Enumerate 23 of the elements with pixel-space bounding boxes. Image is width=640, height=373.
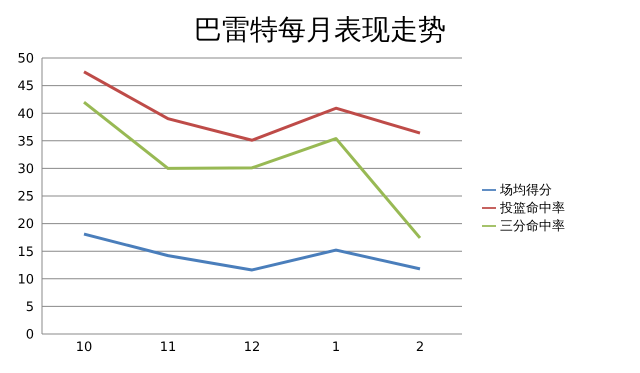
- line-series: [82, 232, 422, 272]
- y-tick-label: 20: [17, 217, 34, 232]
- line-series: [82, 70, 422, 142]
- y-tick-label: 25: [17, 190, 34, 205]
- y-tick-label: 15: [17, 244, 34, 260]
- y-tick-label: 50: [17, 52, 34, 67]
- legend-label: 三分命中率: [500, 219, 565, 234]
- chart-title: 巴雷特每月表现走势: [193, 12, 447, 48]
- y-tick-label: 35: [17, 134, 34, 150]
- x-tick-label: 1: [332, 340, 340, 356]
- y-tick-label: 5: [26, 300, 34, 316]
- y-tick-label: 10: [17, 272, 34, 288]
- x-tick-label: 2: [416, 340, 424, 356]
- x-tick-label: 11: [160, 340, 176, 356]
- x-tick-label: 12: [244, 340, 260, 356]
- y-tick-label: 40: [17, 106, 34, 122]
- x-tick-label: 10: [76, 340, 92, 356]
- line-series: [82, 100, 422, 240]
- y-tick-label: 30: [17, 162, 34, 178]
- legend-label: 场均得分: [500, 183, 552, 198]
- legend-label: 投篮命中率: [500, 201, 565, 216]
- y-tick-label: 0: [26, 328, 34, 343]
- y-tick-label: 45: [17, 79, 34, 94]
